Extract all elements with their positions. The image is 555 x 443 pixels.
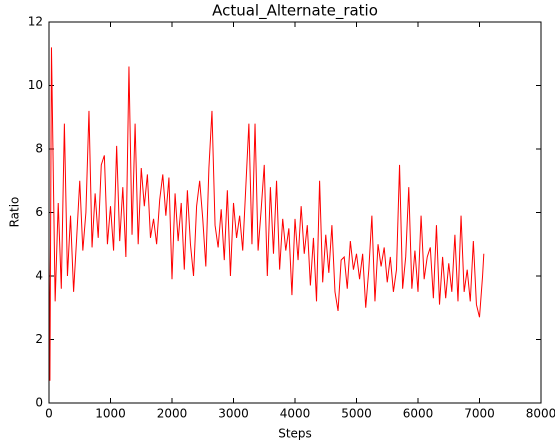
- x-tick-label: 8000: [526, 407, 555, 421]
- y-tick-label: 4: [35, 269, 43, 283]
- x-tick-label: 0: [45, 407, 53, 421]
- x-axis-label: Steps: [278, 427, 312, 441]
- y-axis-label: Ratio: [8, 197, 22, 228]
- data-line: [48, 47, 485, 381]
- y-tick-label: 2: [35, 332, 43, 346]
- plot-frame: [48, 21, 542, 404]
- x-tick-label: 7000: [464, 407, 495, 421]
- y-tick-label: 12: [28, 15, 43, 29]
- chart-title: Actual_Alternate_ratio: [212, 2, 378, 21]
- x-tick-label: 5000: [341, 407, 372, 421]
- y-tick-label: 0: [35, 396, 43, 410]
- x-tick-label: 3000: [218, 407, 249, 421]
- x-tick-label: 1000: [95, 407, 126, 421]
- x-tick-label: 4000: [280, 407, 311, 421]
- x-tick-label: 2000: [157, 407, 188, 421]
- x-tick-label: 6000: [403, 407, 434, 421]
- y-tick-label: 10: [28, 78, 43, 92]
- y-tick-label: 8: [35, 142, 43, 156]
- y-tick-label: 6: [35, 205, 43, 219]
